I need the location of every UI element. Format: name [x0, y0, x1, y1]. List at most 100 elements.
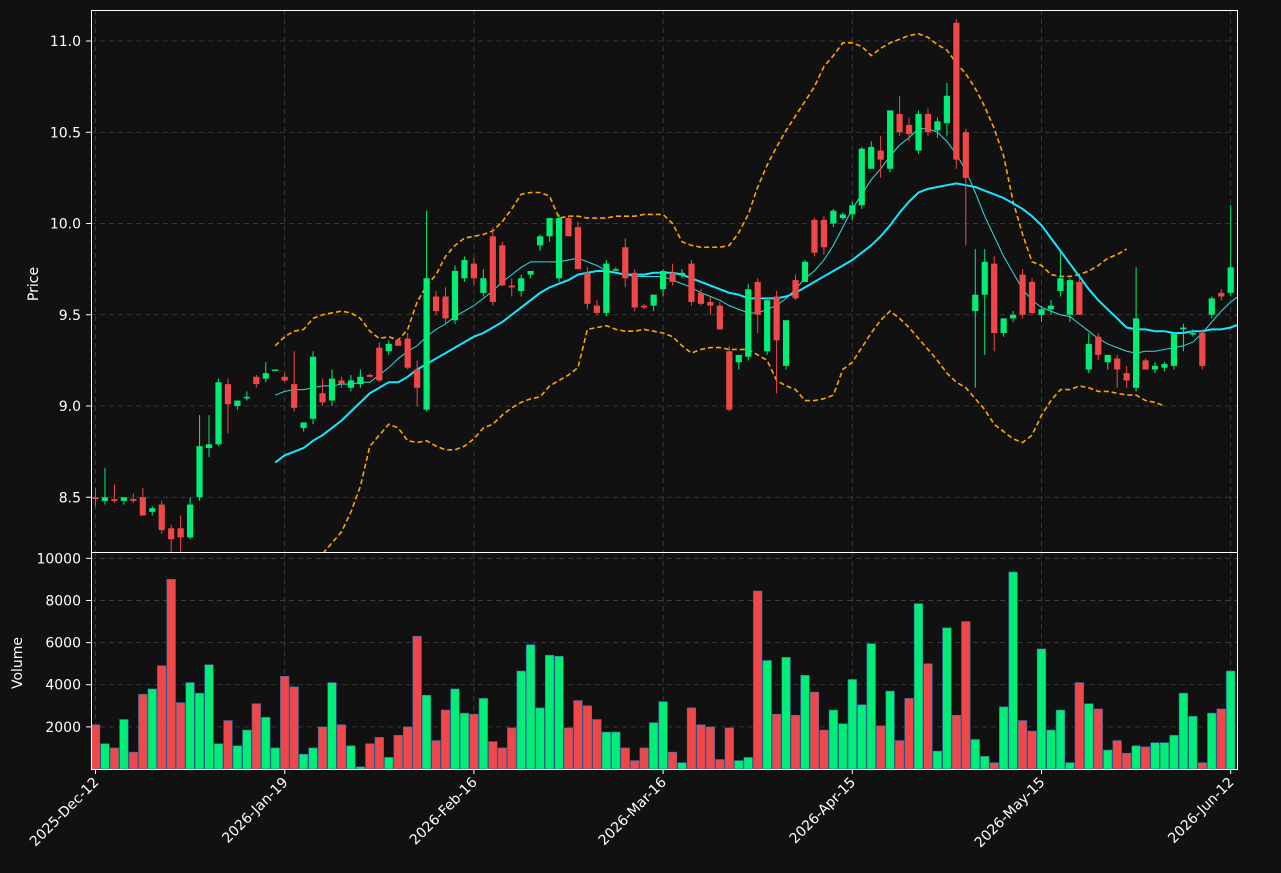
candle-body	[187, 504, 194, 538]
volume-bar	[686, 707, 697, 770]
volume-tick-label: 6000	[45, 636, 81, 652]
volume-bar	[1065, 762, 1075, 770]
price-tick-label: 11.0	[50, 34, 81, 50]
volume-bar	[355, 766, 365, 770]
volume-bar	[1017, 720, 1028, 770]
volume-bar	[762, 660, 772, 770]
price-y-axis: 8.5 9.0 9.5 10.0 10.5 11.0	[50, 34, 91, 506]
volume-bar	[147, 688, 157, 770]
candle-body	[1104, 354, 1111, 363]
volume-bar	[421, 694, 432, 770]
candle-body	[991, 263, 998, 334]
volume-bar	[1169, 734, 1179, 770]
volume-bar	[554, 655, 564, 770]
volume-bar	[497, 747, 507, 770]
candle-body	[451, 270, 459, 321]
candle-body	[972, 294, 979, 312]
candle-body	[1218, 292, 1225, 297]
volume-bar	[913, 603, 924, 770]
volume-bar	[942, 627, 952, 770]
candle-body	[300, 422, 307, 428]
candle-body	[1170, 333, 1178, 366]
candle-body	[376, 347, 383, 381]
candle-body	[518, 278, 525, 292]
volume-bar	[270, 747, 280, 770]
candle-body	[858, 148, 865, 206]
volume-bar	[440, 709, 451, 770]
volume-bar	[1093, 708, 1103, 770]
price-tick-label: 10.5	[50, 125, 81, 141]
volume-bar	[1103, 749, 1113, 770]
candle-body	[896, 114, 903, 133]
candle-body	[243, 396, 250, 399]
volume-bar	[176, 702, 186, 770]
candle-body	[593, 305, 600, 313]
candle-body	[319, 393, 326, 403]
candle-body	[1142, 360, 1149, 370]
candle-body	[366, 374, 373, 377]
candle-body	[962, 132, 969, 178]
candle-body	[764, 300, 771, 352]
candle-body	[461, 260, 468, 279]
candle-body	[470, 263, 477, 279]
volume-bar	[800, 674, 810, 770]
volume-bar	[90, 724, 101, 770]
volume-bar	[980, 756, 990, 770]
volume-bar	[677, 762, 687, 770]
volume-bar	[280, 676, 290, 770]
volume-bar	[705, 726, 715, 770]
candle-body	[395, 340, 402, 346]
volume-bar	[535, 707, 545, 770]
candle-body	[678, 272, 686, 275]
volume-bar	[809, 691, 820, 770]
candle-body	[309, 356, 317, 419]
candle-body	[272, 369, 279, 372]
candle-body	[716, 305, 723, 330]
candle-body	[357, 376, 364, 385]
candle-body	[168, 528, 175, 540]
volume-bar	[327, 682, 337, 770]
candle-body	[1066, 280, 1073, 315]
volume-bar	[516, 670, 526, 770]
candle-body	[347, 380, 355, 388]
volume-bar	[734, 760, 744, 770]
volume-bar	[1159, 742, 1170, 770]
volume-bar	[753, 590, 763, 770]
volume-bar	[667, 751, 678, 770]
candle-body	[92, 497, 99, 500]
volume-bar	[904, 698, 914, 770]
volume-bar	[1046, 729, 1056, 770]
price-tick-label: 9.5	[59, 308, 81, 324]
volume-bar	[1036, 648, 1047, 770]
candle-body	[584, 272, 591, 304]
volume-bar	[1027, 730, 1037, 770]
volume-bar	[819, 729, 829, 770]
candle-body	[338, 380, 345, 385]
candle-body	[508, 285, 515, 288]
volume-bar	[1055, 709, 1066, 770]
volume-bar	[166, 579, 176, 770]
volume-bar	[289, 686, 299, 770]
candle-body	[877, 150, 884, 160]
candle-body	[1133, 318, 1140, 388]
volume-bar	[838, 723, 848, 770]
candle-body	[537, 236, 544, 246]
volume-bar	[781, 657, 791, 770]
volume-bar	[251, 703, 261, 770]
candle-body	[726, 351, 733, 410]
candle-body	[1180, 327, 1187, 330]
volume-bar	[488, 741, 498, 770]
volume-bar	[507, 727, 517, 770]
volume-bar	[601, 731, 611, 770]
volume-bar	[317, 726, 328, 770]
candle-body	[782, 320, 790, 366]
candle-body	[1208, 298, 1215, 315]
volume-bar	[1216, 708, 1226, 770]
volume-bar	[611, 731, 621, 770]
volume-bar	[932, 750, 943, 770]
volume-bar	[923, 663, 933, 770]
candle-body	[1010, 314, 1017, 319]
candle-body	[1114, 358, 1121, 370]
volume-bar	[894, 740, 905, 770]
candle-body	[1047, 305, 1055, 310]
